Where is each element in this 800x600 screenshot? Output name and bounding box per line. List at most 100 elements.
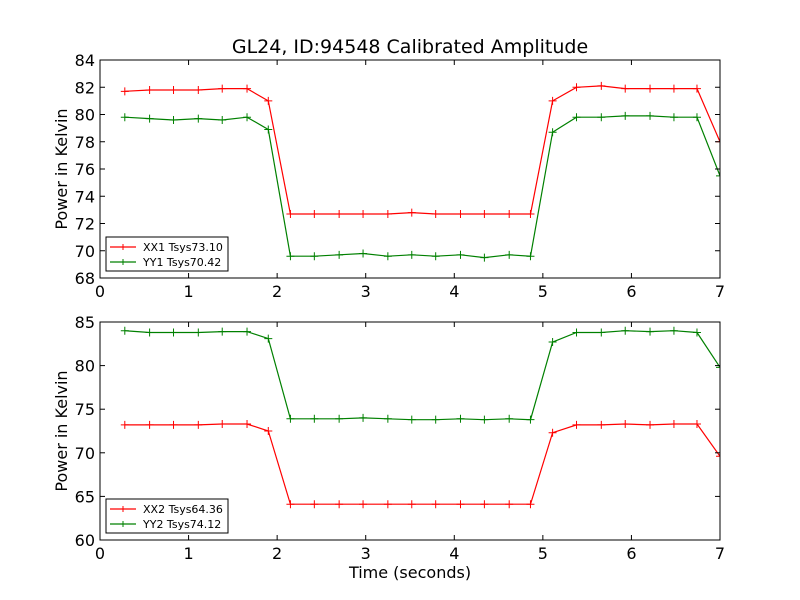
series-line <box>124 330 720 421</box>
data-point <box>456 250 465 259</box>
data-point <box>194 85 203 94</box>
y-tick-label: 70 <box>75 444 95 463</box>
data-point <box>692 84 701 93</box>
data-point <box>646 420 655 429</box>
x-tick-label: 5 <box>538 282 548 301</box>
data-point <box>431 252 440 261</box>
x-tick-label: 1 <box>183 282 193 301</box>
data-point <box>572 83 581 92</box>
data-point <box>264 427 273 435</box>
data-point <box>505 500 514 509</box>
data-point <box>310 209 319 218</box>
data-point <box>120 87 129 96</box>
data-point <box>505 414 514 423</box>
series-1-1 <box>120 326 720 424</box>
axes-frame <box>99 321 721 541</box>
data-point <box>407 208 416 217</box>
legend-marker <box>120 521 126 527</box>
data-point <box>407 415 416 424</box>
data-point <box>286 414 295 423</box>
data-point <box>145 85 154 94</box>
x-tick-label: 3 <box>361 544 371 563</box>
data-point <box>526 500 535 509</box>
data-point <box>310 252 319 261</box>
y-tick-label: 72 <box>75 215 95 234</box>
data-point <box>335 414 344 423</box>
y-tick-label: 68 <box>75 269 95 288</box>
data-point <box>335 209 344 218</box>
top-subplot: 0 1 2 3 4 5 6 7 68 70 72 74 76 78 80 82 84 Power in Kelvi… <box>52 51 725 301</box>
data-point <box>383 500 392 509</box>
y-tick-label: 65 <box>75 487 95 506</box>
data-point <box>480 500 489 509</box>
data-point <box>407 500 416 509</box>
data-point <box>692 113 701 122</box>
bottom-subplot: 0 1 2 3 4 5 6 7 60 65 70 75 80 85 Power in Kelvin Time … <box>52 313 725 582</box>
data-point <box>218 84 227 93</box>
data-point <box>243 420 252 429</box>
x-tick-label: 7 <box>715 544 725 563</box>
legend: XX1 Tsys73.10 YY1 Tsys70.42 <box>105 236 229 272</box>
data-point <box>548 96 557 105</box>
data-point <box>526 209 535 218</box>
x-tick-label: 2 <box>272 544 282 563</box>
y-tick-label: 75 <box>75 400 95 419</box>
legend-marker <box>120 259 126 265</box>
data-point <box>526 252 535 261</box>
y-axis-label: Power in Kelvin <box>52 370 71 491</box>
data-point <box>194 328 203 337</box>
x-tick-label: 6 <box>626 544 636 563</box>
data-point <box>597 420 606 429</box>
data-point <box>286 500 295 509</box>
data-point <box>145 420 154 429</box>
legend-label: YY1 Tsys70.42 <box>142 256 221 269</box>
series-line <box>124 423 720 505</box>
data-point <box>194 114 203 123</box>
x-axis-label: Time (seconds) <box>348 563 471 582</box>
data-point <box>431 500 440 509</box>
data-point <box>597 81 606 90</box>
data-point <box>431 415 440 424</box>
data-point <box>572 420 581 429</box>
data-point <box>716 363 720 372</box>
x-tick-label: 1 <box>183 544 193 563</box>
legend-marker <box>120 244 126 250</box>
legend-box <box>105 498 229 534</box>
data-point <box>621 326 630 335</box>
legend-box <box>105 236 229 272</box>
data-point <box>456 500 465 509</box>
series-line <box>124 115 720 259</box>
data-point <box>597 328 606 337</box>
data-point <box>431 209 440 218</box>
data-point <box>359 500 368 509</box>
x-tick-label: 3 <box>361 282 371 301</box>
x-tick-label: 4 <box>449 282 459 301</box>
y-tick-label: 78 <box>75 133 95 152</box>
data-point <box>480 415 489 424</box>
data-point <box>194 420 203 429</box>
data-point <box>646 327 655 336</box>
series-0-1 <box>120 111 720 262</box>
x-tick-label: 0 <box>95 282 105 301</box>
data-point <box>548 338 557 347</box>
data-point <box>359 249 368 258</box>
data-point <box>621 420 630 429</box>
y-tick-label: 70 <box>75 242 95 261</box>
data-point <box>310 414 319 423</box>
x-tick-label: 2 <box>272 282 282 301</box>
legend-marker <box>120 506 126 512</box>
data-point <box>169 115 178 124</box>
data-point <box>669 84 678 93</box>
data-point <box>456 414 465 423</box>
data-point <box>264 125 273 134</box>
data-point <box>692 328 701 337</box>
data-point <box>218 420 227 429</box>
data-point <box>359 413 368 422</box>
data-point <box>145 114 154 123</box>
data-point <box>169 85 178 94</box>
data-point <box>480 253 489 262</box>
data-point <box>480 209 489 218</box>
data-point <box>383 209 392 218</box>
data-point <box>335 250 344 259</box>
